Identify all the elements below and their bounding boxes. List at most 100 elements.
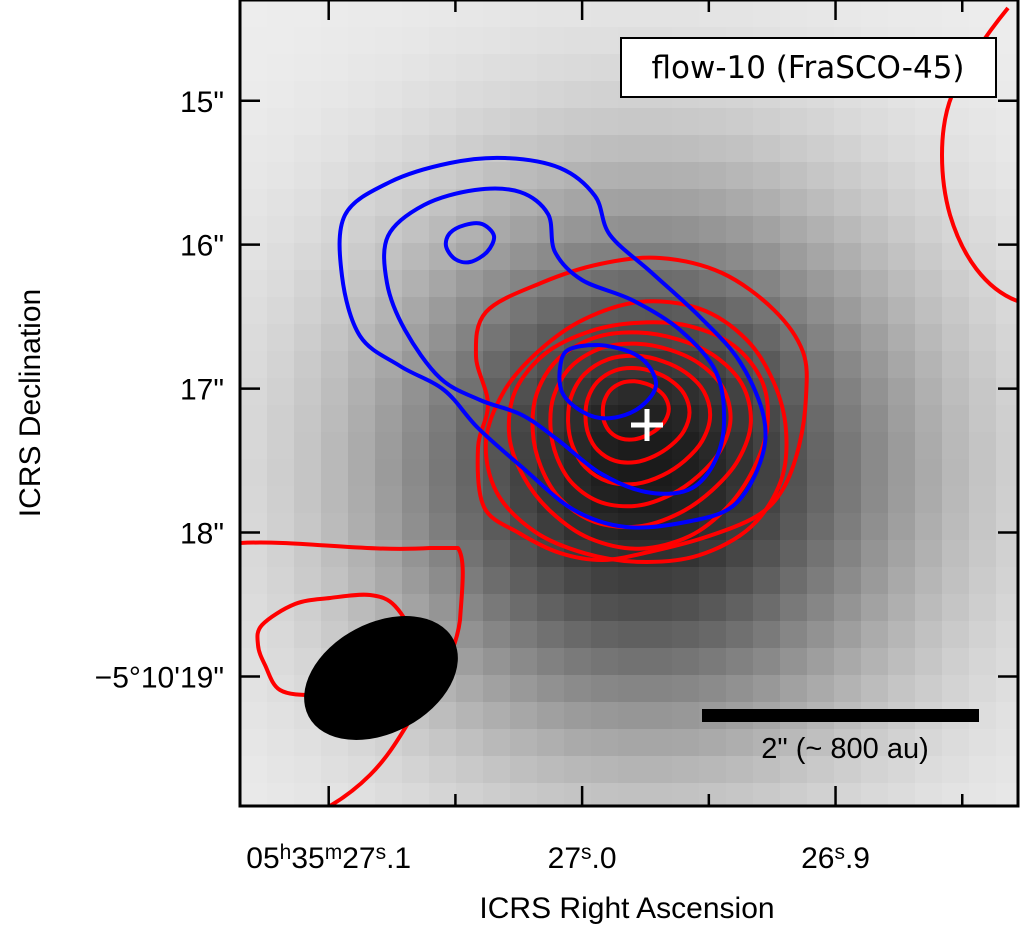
map-pixel bbox=[510, 324, 538, 352]
map-pixel bbox=[942, 621, 970, 649]
map-pixel bbox=[510, 81, 538, 109]
map-pixel bbox=[456, 27, 484, 55]
map-pixel bbox=[726, 243, 754, 271]
map-pixel bbox=[483, 270, 511, 298]
map-pixel bbox=[483, 162, 511, 190]
map-pixel bbox=[645, 270, 673, 298]
map-pixel bbox=[996, 648, 1018, 676]
x-tick-label: 05h35m27s.1 bbox=[246, 841, 411, 875]
map-pixel bbox=[321, 432, 349, 460]
map-pixel bbox=[402, 567, 430, 595]
map-pixel bbox=[429, 432, 457, 460]
map-pixel bbox=[996, 108, 1018, 136]
map-pixel bbox=[942, 405, 970, 433]
map-pixel bbox=[915, 783, 943, 806]
map-pixel bbox=[483, 756, 511, 784]
map-pixel bbox=[402, 297, 430, 325]
map-pixel bbox=[348, 378, 376, 406]
map-pixel bbox=[429, 108, 457, 136]
map-pixel bbox=[294, 783, 322, 806]
map-pixel bbox=[888, 621, 916, 649]
map-pixel bbox=[780, 189, 808, 217]
map-pixel bbox=[834, 351, 862, 379]
map-pixel bbox=[240, 324, 268, 352]
map-pixel bbox=[240, 675, 268, 703]
map-pixel bbox=[240, 378, 268, 406]
map-pixel bbox=[861, 189, 889, 217]
map-pixel bbox=[753, 783, 781, 806]
map-pixel bbox=[996, 405, 1018, 433]
map-pixel bbox=[240, 729, 268, 757]
map-pixel bbox=[240, 513, 268, 541]
map-pixel bbox=[348, 513, 376, 541]
map-pixel bbox=[726, 135, 754, 163]
map-pixel bbox=[807, 351, 835, 379]
map-pixel bbox=[429, 729, 457, 757]
map-pixel bbox=[672, 594, 700, 622]
map-pixel bbox=[564, 648, 592, 676]
map-pixel bbox=[267, 54, 295, 82]
map-pixel bbox=[942, 756, 970, 784]
map-pixel bbox=[834, 243, 862, 271]
map-pixel bbox=[294, 270, 322, 298]
map-pixel bbox=[267, 270, 295, 298]
map-pixel bbox=[807, 243, 835, 271]
map-pixel bbox=[267, 486, 295, 514]
map-pixel bbox=[807, 513, 835, 541]
map-pixel bbox=[645, 621, 673, 649]
map-pixel bbox=[375, 54, 403, 82]
map-pixel bbox=[807, 729, 835, 757]
map-pixel bbox=[564, 621, 592, 649]
map-pixel bbox=[537, 783, 565, 806]
map-pixel bbox=[672, 243, 700, 271]
map-pixel bbox=[888, 189, 916, 217]
map-pixel bbox=[969, 108, 997, 136]
map-pixel bbox=[618, 675, 646, 703]
map-pixel bbox=[807, 378, 835, 406]
map-pixel bbox=[996, 702, 1018, 730]
map-pixel bbox=[861, 567, 889, 595]
map-pixel bbox=[267, 513, 295, 541]
red-contour bbox=[548, 341, 733, 509]
map-pixel bbox=[915, 486, 943, 514]
map-pixel bbox=[537, 729, 565, 757]
map-pixel bbox=[240, 486, 268, 514]
map-pixel bbox=[429, 135, 457, 163]
map-pixel bbox=[618, 756, 646, 784]
map-pixel bbox=[645, 108, 673, 136]
axis-ticks bbox=[240, 0, 1018, 806]
map-pixel bbox=[618, 270, 646, 298]
map-pixel bbox=[240, 54, 268, 82]
map-pixel bbox=[537, 0, 565, 28]
map-pixel bbox=[672, 648, 700, 676]
plot-title-box: flow-10 (FraSCO-45) bbox=[620, 37, 997, 98]
map-pixel bbox=[888, 324, 916, 352]
map-pixel bbox=[672, 108, 700, 136]
map-pixel bbox=[402, 756, 430, 784]
map-pixel bbox=[456, 729, 484, 757]
map-pixel bbox=[645, 594, 673, 622]
map-pixel bbox=[591, 81, 619, 109]
map-pixel bbox=[861, 594, 889, 622]
map-pixel bbox=[672, 216, 700, 244]
map-pixel bbox=[996, 189, 1018, 217]
map-pixel bbox=[699, 729, 727, 757]
map-pixel bbox=[780, 486, 808, 514]
map-pixel bbox=[726, 648, 754, 676]
map-pixel bbox=[537, 621, 565, 649]
map-pixel bbox=[753, 216, 781, 244]
map-pixel bbox=[753, 675, 781, 703]
map-pixel bbox=[726, 675, 754, 703]
map-pixel bbox=[834, 405, 862, 433]
map-pixel bbox=[429, 783, 457, 806]
map-pixel bbox=[834, 621, 862, 649]
map-pixel bbox=[267, 81, 295, 109]
map-pixel bbox=[321, 378, 349, 406]
map-pixel bbox=[672, 621, 700, 649]
map-pixel bbox=[780, 756, 808, 784]
map-pixel bbox=[996, 351, 1018, 379]
map-pixel bbox=[510, 675, 538, 703]
map-pixel bbox=[753, 243, 781, 271]
x-tick-label: 26s.9 bbox=[801, 841, 870, 875]
map-pixel bbox=[375, 459, 403, 487]
